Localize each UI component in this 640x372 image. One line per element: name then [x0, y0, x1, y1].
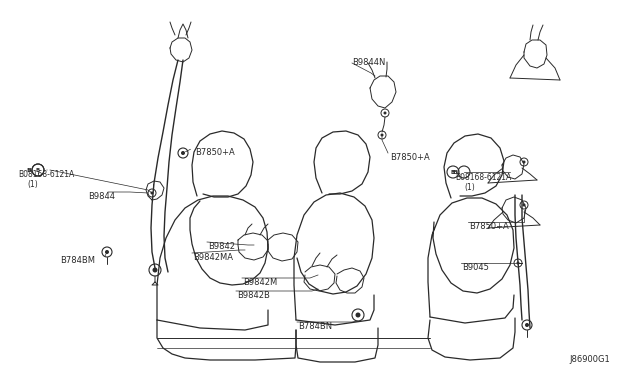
Text: B08168-6121A: B08168-6121A	[18, 170, 74, 179]
Text: B784BN: B784BN	[298, 322, 332, 331]
Circle shape	[516, 262, 520, 264]
Circle shape	[381, 134, 383, 137]
Text: B9842B: B9842B	[237, 291, 270, 300]
Circle shape	[355, 312, 360, 317]
Text: (1): (1)	[27, 180, 38, 189]
Text: B784BM: B784BM	[60, 256, 95, 265]
Text: B7850+A: B7850+A	[469, 222, 509, 231]
Text: (1): (1)	[464, 183, 475, 192]
Text: J86900G1: J86900G1	[569, 355, 610, 364]
Circle shape	[152, 267, 157, 273]
Text: B9842MA: B9842MA	[193, 253, 233, 262]
Text: B9844N: B9844N	[352, 58, 385, 67]
Circle shape	[522, 160, 525, 164]
Text: B7850+A: B7850+A	[195, 148, 235, 157]
Text: B: B	[452, 170, 458, 174]
Text: B: B	[27, 167, 31, 173]
Text: B7850+A: B7850+A	[390, 153, 429, 162]
Text: B: B	[36, 167, 40, 173]
Circle shape	[383, 112, 387, 115]
Text: B9842: B9842	[208, 242, 235, 251]
Circle shape	[525, 323, 529, 327]
Circle shape	[105, 250, 109, 254]
Text: B9045: B9045	[462, 263, 489, 272]
Circle shape	[181, 151, 185, 155]
Circle shape	[150, 192, 154, 195]
Text: B9844: B9844	[88, 192, 115, 201]
Circle shape	[522, 203, 525, 206]
Text: B: B	[451, 170, 455, 174]
Text: B9842M: B9842M	[243, 278, 277, 287]
Text: B08168-6121A: B08168-6121A	[455, 173, 511, 182]
